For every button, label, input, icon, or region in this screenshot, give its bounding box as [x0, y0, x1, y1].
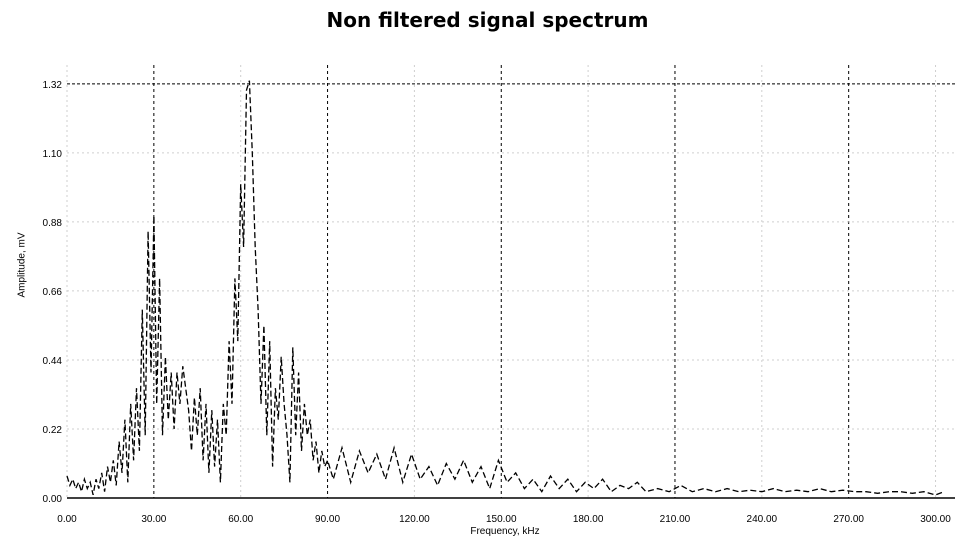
series-line-spectrum — [66, 80, 945, 496]
x-tick-label: 120.00 — [399, 514, 430, 525]
x-tick-label: 270.00 — [833, 514, 864, 525]
y-tick-label: 1.32 — [43, 80, 63, 91]
x-tick-label: 210.00 — [660, 514, 691, 525]
grid-lines — [66, 65, 955, 498]
x-tick-label: 60.00 — [228, 514, 253, 525]
y-tick-label: 0.66 — [43, 287, 63, 298]
y-tick-label: 0.00 — [43, 494, 63, 505]
x-tick-label: 0.00 — [57, 514, 77, 525]
x-tick-label: 30.00 — [141, 514, 166, 525]
y-tick-label: 0.22 — [43, 425, 63, 436]
y-tick-label: 0.44 — [43, 356, 63, 367]
y-tick-label: 1.10 — [43, 149, 63, 160]
y-tick-label: 0.88 — [43, 218, 63, 229]
x-tick-label: 150.00 — [486, 514, 517, 525]
x-tick-label: 300.00 — [920, 514, 951, 525]
x-tick-label: 90.00 — [315, 514, 340, 525]
chart-title: Non filtered signal spectrum — [326, 8, 649, 32]
x-axis-label: Frequency, kHz — [470, 526, 540, 537]
x-tick-label: 180.00 — [573, 514, 604, 525]
y-axis-label: Amplitude, mV — [16, 232, 28, 298]
x-tick-label: 240.00 — [747, 514, 778, 525]
tick-labels: 0.00 30.00 60.00 90.00 120.00 150.00 180.00 210… — [43, 80, 952, 525]
